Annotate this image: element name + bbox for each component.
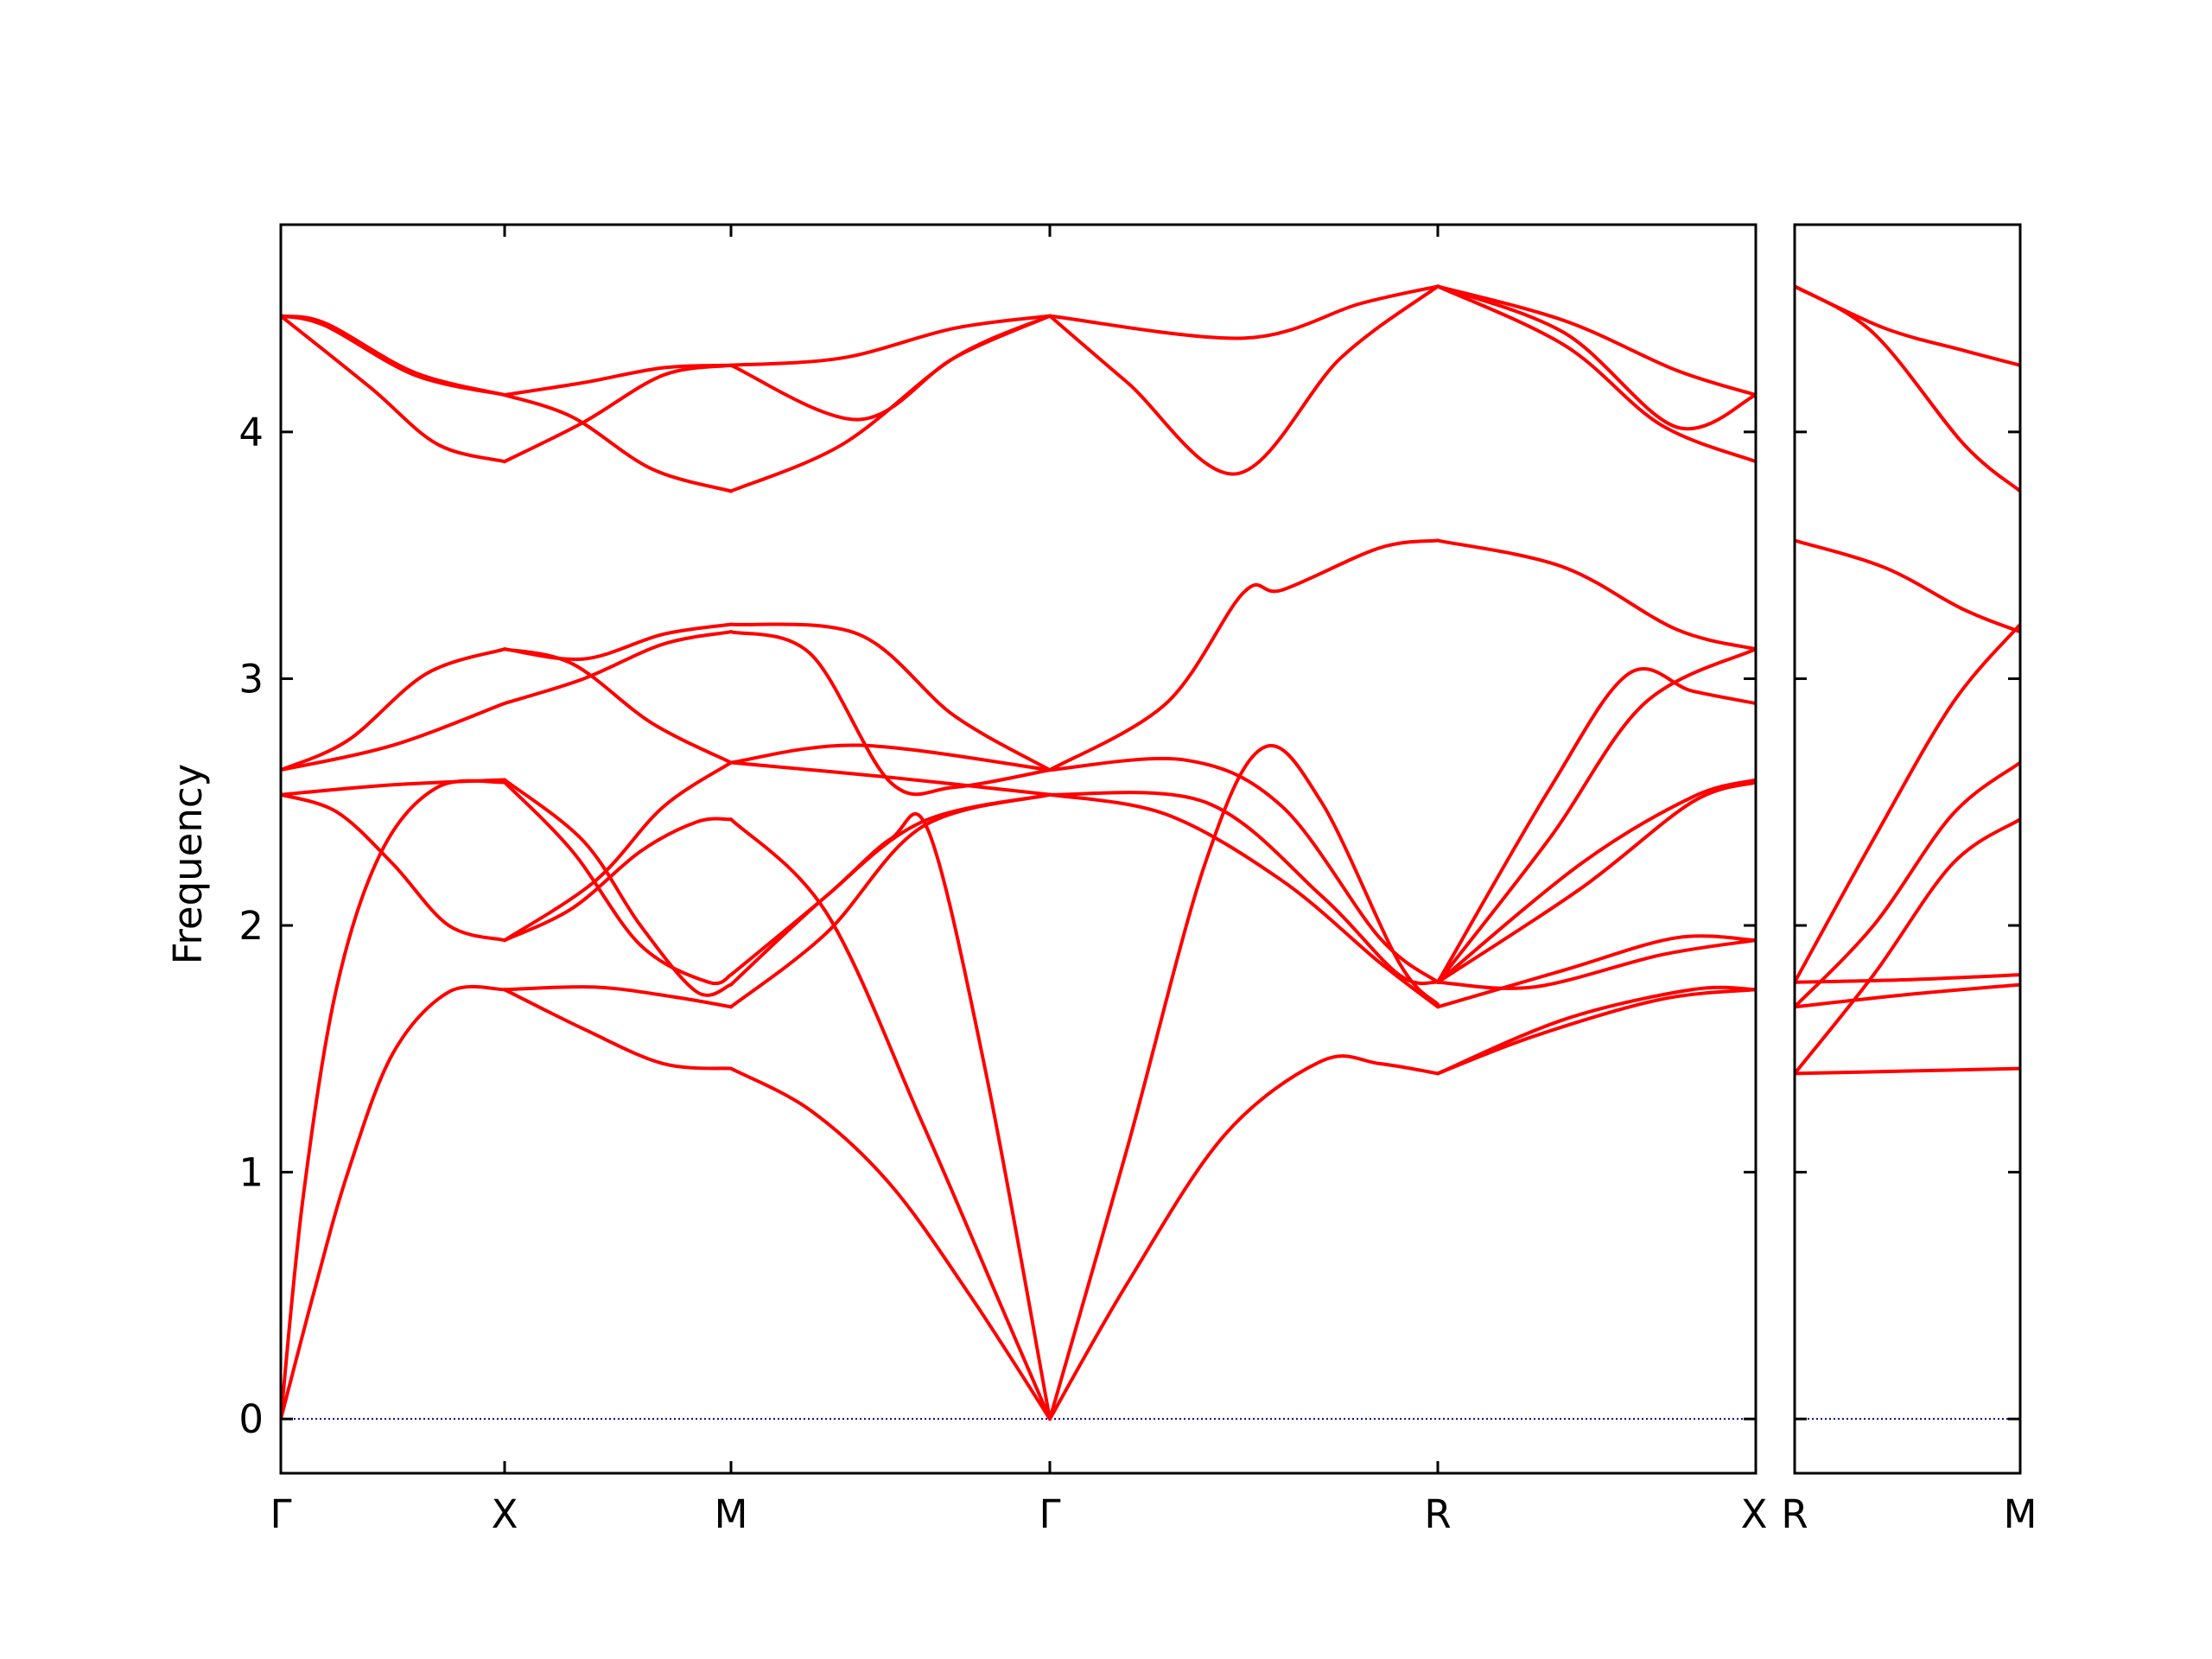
band-line-1-1 xyxy=(1795,1066,2020,1076)
band-line-3-12 xyxy=(729,314,1052,367)
band-series-group xyxy=(1795,284,2020,1076)
x-tick-label: X xyxy=(1741,1491,1768,1537)
y-tick-label: 0 xyxy=(238,1396,264,1442)
band-line-3-1 xyxy=(729,1066,1052,1421)
band-line-3-9 xyxy=(729,622,1052,772)
band-line-3-11 xyxy=(729,314,1052,493)
band-line-5-5 xyxy=(1436,778,1756,984)
band-line-3-7 xyxy=(729,743,1052,772)
band-line-5-11 xyxy=(1436,284,1756,431)
band-line-1-9 xyxy=(1795,284,2020,493)
band-line-4-8 xyxy=(1048,284,1440,340)
x-tick-label: M xyxy=(715,1491,748,1537)
band-line-2-12 xyxy=(503,363,733,397)
band-line-5-2 xyxy=(1436,985,1756,1076)
band-line-1-1 xyxy=(281,984,506,1421)
y-tick-label: 1 xyxy=(238,1150,264,1196)
band-series-group xyxy=(281,284,1756,1421)
band-line-1-7 xyxy=(1795,538,2020,634)
band-line-5-1 xyxy=(1436,988,1756,1076)
band-line-5-7 xyxy=(1436,666,1756,984)
band-line-3-8 xyxy=(729,630,1052,797)
band-line-1-9 xyxy=(281,314,506,397)
band-line-1-6 xyxy=(1795,622,2020,984)
band-line-4-6 xyxy=(1048,538,1440,772)
band-line-1-6 xyxy=(281,647,506,772)
band-line-5-8 xyxy=(1436,647,1756,984)
x-tick-label: Γ xyxy=(270,1491,291,1537)
band-line-1-4 xyxy=(1795,817,2020,1076)
band-line-4-2 xyxy=(1048,744,1440,1421)
band-line-3-5 xyxy=(729,792,1052,1009)
chart-panel-1: Γ X M Γ R X 0 1 2 3 4 xyxy=(238,223,1768,1537)
band-line-1-2 xyxy=(1795,982,2020,1009)
band-line-4-5 xyxy=(1048,756,1440,984)
x-tick-label: R xyxy=(1424,1491,1451,1537)
y-tick-label: 2 xyxy=(238,903,264,949)
x-tick-label: M xyxy=(2004,1491,2037,1537)
y-tick-label: 4 xyxy=(238,410,264,455)
y-tick-label: 3 xyxy=(238,656,264,702)
band-line-2-3 xyxy=(503,780,733,986)
x-tick-label: Γ xyxy=(1039,1491,1060,1537)
band-line-5-4 xyxy=(1436,938,1756,990)
band-line-2-1 xyxy=(503,988,733,1071)
band-line-2-10 xyxy=(503,363,733,464)
band-line-5-12 xyxy=(1436,284,1756,397)
band-line-3-6 xyxy=(729,760,1052,797)
y-axis-label: Frequency xyxy=(165,764,211,964)
x-tick-label: R xyxy=(1781,1491,1808,1537)
band-line-2-5 xyxy=(503,817,733,943)
plot-frame xyxy=(279,223,1758,1475)
band-line-2-4 xyxy=(503,778,733,997)
band-line-1-5 xyxy=(1795,760,2020,1009)
band-line-4-7 xyxy=(1048,284,1440,476)
band-line-1-4 xyxy=(281,778,506,797)
band-line-5-9 xyxy=(1436,538,1756,652)
band-line-2-11 xyxy=(503,393,733,493)
band-line-1-7 xyxy=(281,314,506,464)
band-line-2-7 xyxy=(503,630,733,706)
x-tick-label: X xyxy=(492,1491,518,1537)
band-line-2-6 xyxy=(503,760,733,943)
band-line-4-1 xyxy=(1048,1054,1440,1421)
plot-frame xyxy=(1793,223,2022,1475)
band-line-3-2 xyxy=(729,817,1052,1421)
band-line-5-10 xyxy=(1436,284,1756,464)
band-line-5-6 xyxy=(1436,780,1756,984)
band-line-2-8 xyxy=(503,647,733,765)
band-line-2-2 xyxy=(503,985,733,1009)
band-line-4-3 xyxy=(1048,792,1440,1009)
band-line-1-3 xyxy=(281,792,506,943)
band-line-1-2 xyxy=(281,779,506,1421)
band-line-4-4 xyxy=(1048,791,1440,986)
band-line-1-5 xyxy=(281,702,506,772)
band-line-2-9 xyxy=(503,622,733,662)
band-line-5-3 xyxy=(1436,934,1756,1009)
